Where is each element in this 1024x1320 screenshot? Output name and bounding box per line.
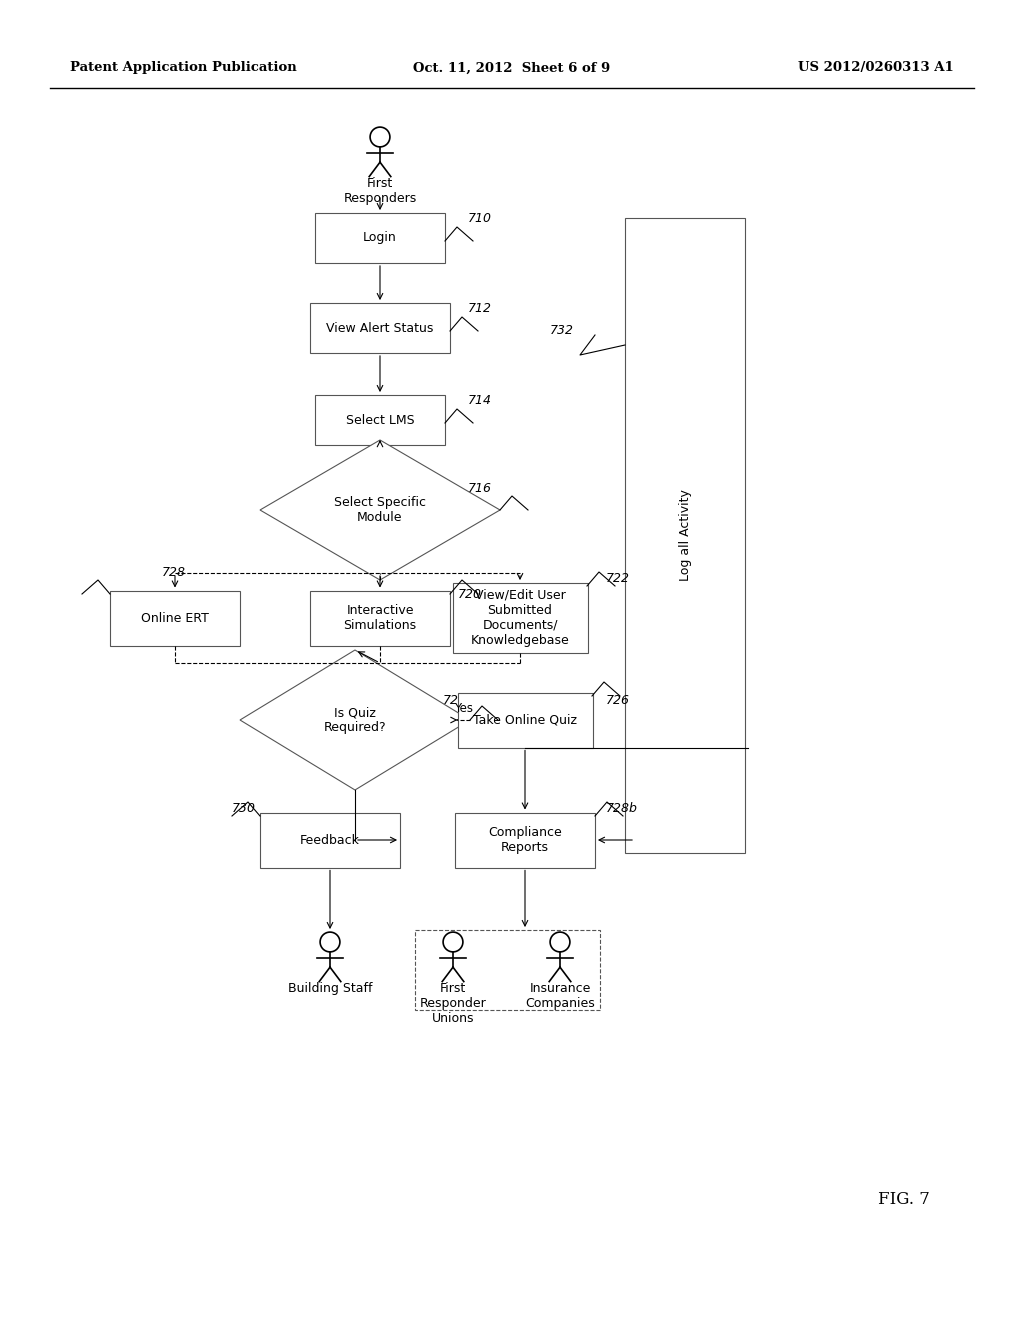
Bar [455, 813, 595, 867]
Polygon shape [240, 649, 470, 789]
Bar [310, 304, 450, 352]
Text: 722: 722 [606, 572, 630, 585]
Bar [110, 590, 240, 645]
Text: 716: 716 [468, 482, 492, 495]
Text: Yes: Yes [455, 702, 473, 715]
Text: Select Specific
Module: Select Specific Module [334, 496, 426, 524]
Text: First
Responders: First Responders [343, 177, 417, 205]
Text: Patent Application Publication: Patent Application Publication [70, 62, 297, 74]
Bar [315, 395, 445, 445]
Bar [453, 583, 588, 653]
Text: 720: 720 [458, 589, 482, 602]
Text: View Alert Status: View Alert Status [327, 322, 434, 334]
Text: 710: 710 [468, 211, 492, 224]
Text: Online ERT: Online ERT [141, 611, 209, 624]
Text: 732: 732 [550, 323, 574, 337]
Text: 726: 726 [606, 693, 630, 706]
Text: Insurance
Companies: Insurance Companies [525, 982, 595, 1010]
Polygon shape [260, 440, 500, 579]
Text: Oct. 11, 2012  Sheet 6 of 9: Oct. 11, 2012 Sheet 6 of 9 [414, 62, 610, 74]
Text: Select LMS: Select LMS [346, 413, 415, 426]
Text: First
Responder
Unions: First Responder Unions [420, 982, 486, 1026]
Bar [260, 813, 400, 867]
Bar [415, 931, 600, 1010]
Text: Login: Login [364, 231, 397, 244]
Text: 724: 724 [443, 693, 467, 706]
Text: Log all Activity: Log all Activity [679, 490, 691, 581]
Text: 714: 714 [468, 393, 492, 407]
Bar [310, 590, 450, 645]
Text: FIG. 7: FIG. 7 [878, 1192, 930, 1209]
Text: Feedback: Feedback [300, 833, 360, 846]
Text: Is Quiz
Required?: Is Quiz Required? [324, 706, 386, 734]
Bar [625, 218, 745, 853]
Bar [315, 213, 445, 263]
Text: 712: 712 [468, 301, 492, 314]
Text: View/Edit User
Submitted
Documents/
Knowledgebase: View/Edit User Submitted Documents/ Know… [471, 589, 569, 647]
Text: Take Online Quiz: Take Online Quiz [473, 714, 577, 726]
Text: Interactive
Simulations: Interactive Simulations [343, 605, 417, 632]
Text: Compliance
Reports: Compliance Reports [488, 826, 562, 854]
Text: 728: 728 [162, 565, 186, 578]
Text: US 2012/0260313 A1: US 2012/0260313 A1 [799, 62, 954, 74]
Text: Building Staff: Building Staff [288, 982, 373, 995]
Text: 730: 730 [232, 801, 256, 814]
Text: 728b: 728b [606, 801, 638, 814]
Bar [458, 693, 593, 747]
